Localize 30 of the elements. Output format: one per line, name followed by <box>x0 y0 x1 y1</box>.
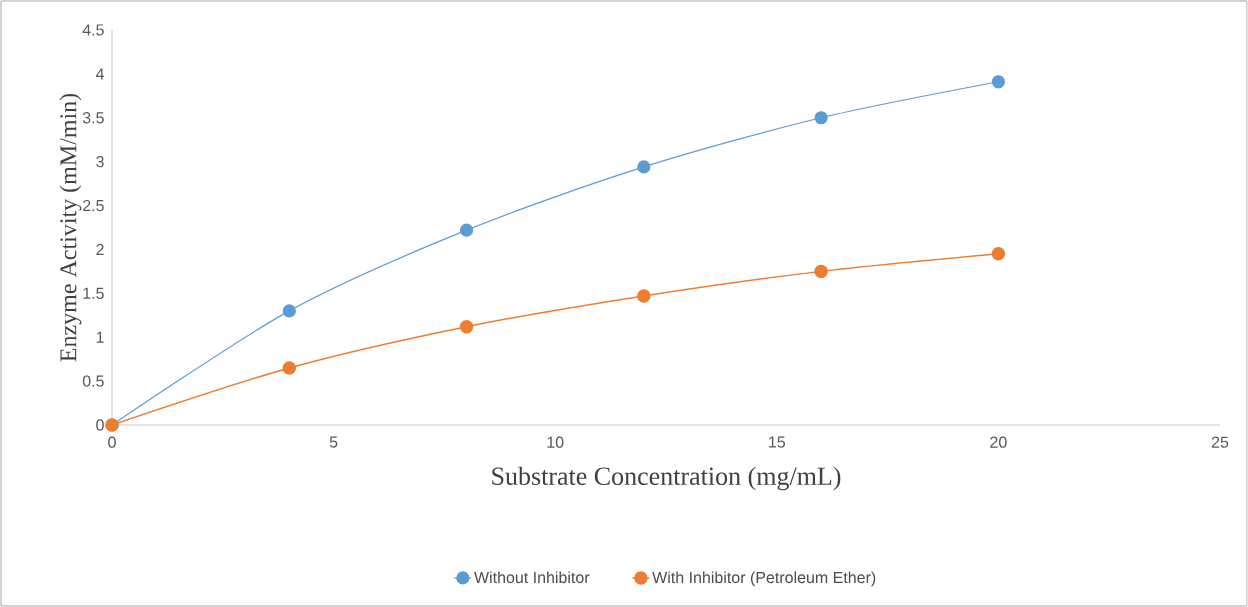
x-tick-label: 20 <box>990 436 1007 448</box>
point <box>637 160 651 174</box>
x-tick-label: 5 <box>329 436 338 448</box>
y-axis-title: Enzyme Activity (mM/min) <box>59 93 82 362</box>
y-tick-label: 1 <box>96 331 104 343</box>
legend-label: With Inhibitor (Petroleum Ether) <box>652 571 876 587</box>
legend-label: Without Inhibitor <box>474 571 590 584</box>
x-tick-label: 15 <box>769 436 786 448</box>
y-tick-label: 2 <box>96 243 104 256</box>
point <box>991 247 1006 261</box>
y-tick-label: 0 <box>96 419 104 431</box>
point <box>459 319 474 334</box>
y-tick-label: 3.5 <box>82 112 104 124</box>
y-tick-label: 2.5 <box>83 199 104 212</box>
point <box>814 111 828 125</box>
point <box>991 75 1005 89</box>
point <box>282 361 297 375</box>
y-tick-label: 4.5 <box>82 24 104 36</box>
x-axis-title: Substrate Concentration (mg/mL) <box>492 466 841 491</box>
y-tick-label: 1.5 <box>83 287 104 299</box>
y-tick-label: 4 <box>95 68 104 80</box>
y-tick-label: 0.5 <box>82 375 104 387</box>
point <box>459 223 474 237</box>
x-tick-label: 25 <box>1211 436 1229 448</box>
x-tick-label: 0 <box>108 436 116 448</box>
point <box>814 264 828 279</box>
point <box>637 289 651 303</box>
point <box>282 304 296 318</box>
x-tick-label: 10 <box>547 436 564 448</box>
y-tick-label: 3 <box>96 156 104 168</box>
